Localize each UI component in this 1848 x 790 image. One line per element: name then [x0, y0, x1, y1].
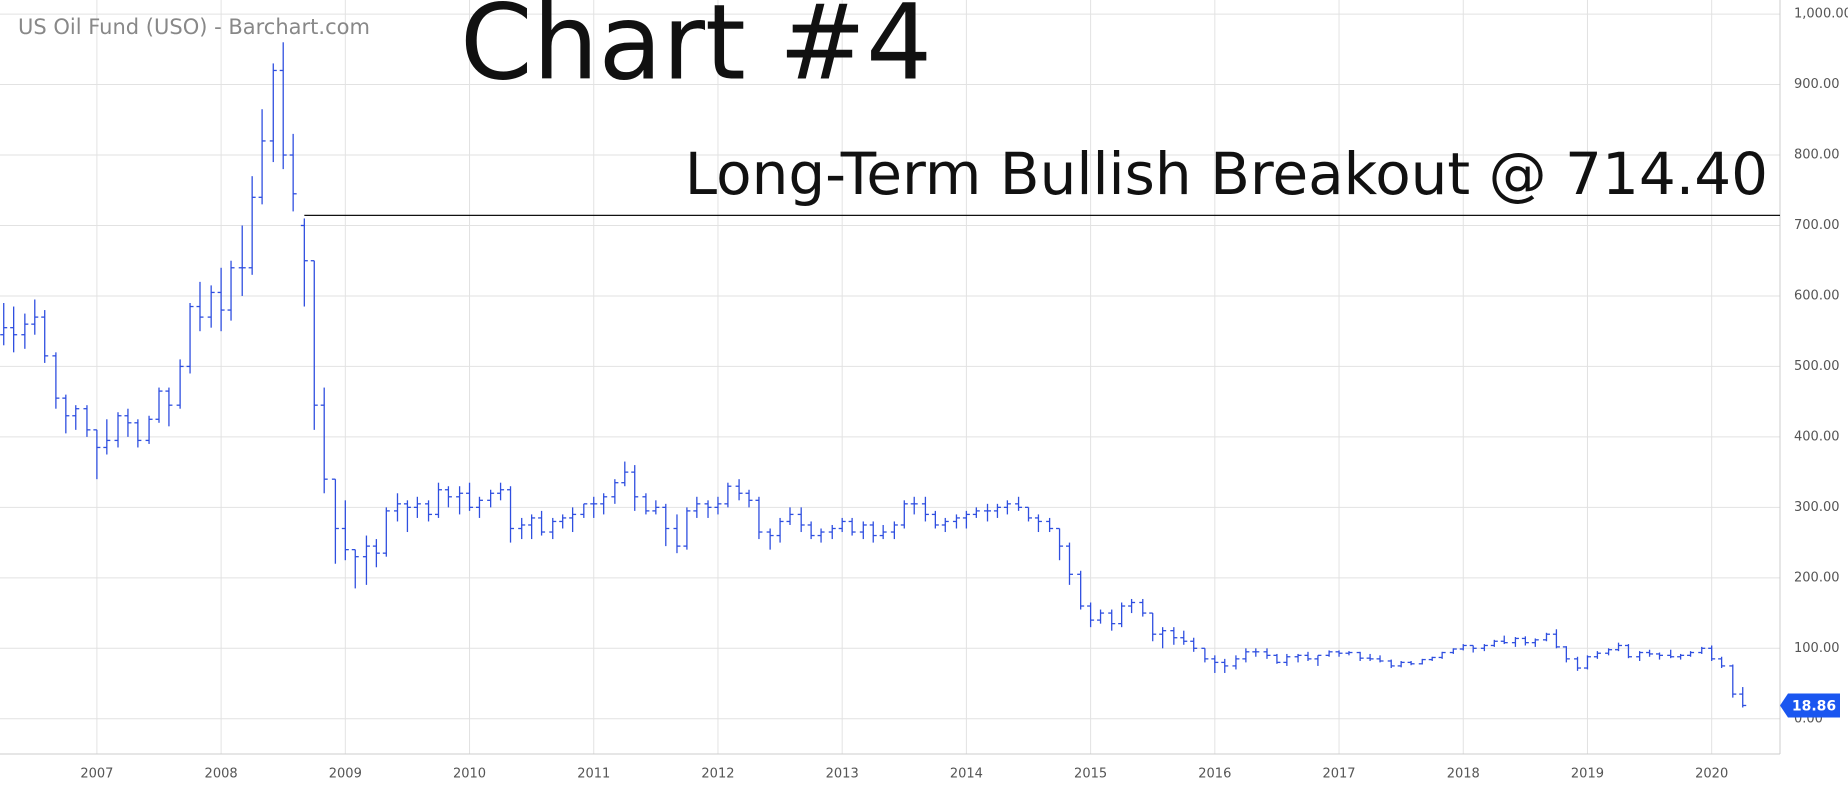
chart-title: US Oil Fund (USO) - Barchart.com: [18, 15, 370, 39]
x-tick-label: 2017: [1322, 767, 1355, 782]
y-tick-label: 500.00: [1794, 359, 1840, 374]
x-tick-label: 2008: [205, 767, 238, 782]
headline: Chart #4: [460, 0, 932, 103]
y-tick-label: 600.00: [1794, 288, 1840, 303]
y-tick-label: 200.00: [1794, 570, 1840, 585]
x-tick-label: 2009: [329, 767, 362, 782]
x-tick-label: 2015: [1074, 767, 1107, 782]
x-tick-label: 2014: [950, 767, 983, 782]
x-tick-label: 2007: [80, 767, 113, 782]
x-tick-label: 2016: [1198, 767, 1231, 782]
y-tick-label: 900.00: [1794, 77, 1840, 92]
y-tick-label: 100.00: [1794, 641, 1840, 656]
x-tick-label: 2011: [577, 767, 610, 782]
annotation: Long-Term Bullish Breakout @ 714.40: [685, 140, 1768, 208]
grid: [0, 0, 1781, 755]
x-tick-label: 2018: [1447, 767, 1480, 782]
last-price-tag: [1780, 693, 1840, 718]
y-tick-label: 1,000.00: [1794, 7, 1848, 22]
x-tick-label: 2019: [1571, 767, 1604, 782]
y-tick-label: 700.00: [1794, 218, 1840, 233]
y-tick-label: 400.00: [1794, 429, 1840, 444]
x-tick-label: 2010: [453, 767, 486, 782]
last-price-label: 18.86: [1792, 698, 1836, 714]
x-tick-label: 2012: [701, 767, 734, 782]
y-tick-label: 300.00: [1794, 500, 1840, 515]
y-tick-label: 800.00: [1794, 148, 1840, 163]
x-tick-label: 2013: [826, 767, 859, 782]
x-tick-label: 2020: [1695, 767, 1728, 782]
price-bars: [0, 42, 1747, 708]
